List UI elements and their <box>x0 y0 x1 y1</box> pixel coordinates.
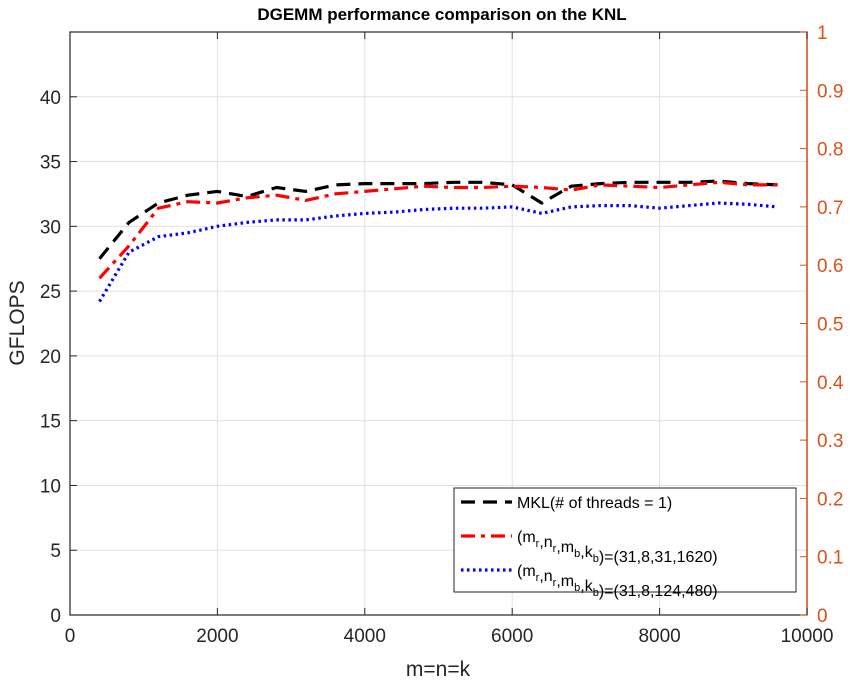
legend-box <box>453 487 797 593</box>
y-tick-label: 0 <box>50 606 61 627</box>
series-line-3 <box>98 201 778 303</box>
y2-tick-label: 0.2 <box>817 489 843 510</box>
chart-title: DGEMM performance comparison on the KNL <box>257 5 626 24</box>
y-tick-label: 40 <box>40 88 61 109</box>
y2-tick-label: 0.6 <box>817 256 843 277</box>
y-tick-label: 25 <box>40 282 61 303</box>
y2-tick-label: 0.5 <box>817 315 843 336</box>
x-tick-label: 6000 <box>491 626 533 647</box>
y2-tick-label: 1 <box>817 23 828 44</box>
x-tick-label: 8000 <box>638 626 680 647</box>
y-tick-label: 30 <box>40 217 61 238</box>
legend-entry-1: MKL(# of threads = 1) <box>517 495 672 512</box>
y2-tick-label: 0.4 <box>817 373 844 394</box>
y-tick-label: 15 <box>40 412 61 433</box>
x-tick-label: 10000 <box>781 626 834 647</box>
x-tick-label: 4000 <box>344 626 386 647</box>
y2-tick-label: 0.8 <box>817 140 843 161</box>
series-lines <box>98 179 778 303</box>
ticks: 0 2000 4000 6000 8000 10000051015202530354000… <box>40 23 844 647</box>
legend-entry-3: (mr,nr,mb,kb)=(31,8,124,480) <box>517 563 718 600</box>
y-tick-label: 35 <box>40 153 61 174</box>
x-axis-label: m=n=k <box>406 658 471 681</box>
y-tick-label: 20 <box>40 347 61 368</box>
series-line-1 <box>98 179 778 260</box>
y2-tick-label: 0 <box>817 606 828 627</box>
y-tick-label: 5 <box>50 541 61 562</box>
x-tick-label: 2000 <box>196 626 238 647</box>
y2-tick-label: 0.1 <box>817 548 843 569</box>
y2-tick-label: 0.3 <box>817 431 843 452</box>
series-line-2 <box>98 180 778 280</box>
y-tick-label: 10 <box>40 476 61 497</box>
legend: MKL(# of threads = 1) (mr,nr,mb,kb)=(31,8… <box>453 487 797 600</box>
y2-tick-label: 0.7 <box>817 198 843 219</box>
y-axis-label: GFLOPS <box>6 280 29 365</box>
y2-tick-label: 0.9 <box>817 81 843 102</box>
legend-entry-2: (mr,nr,mb,kb)=(31,8,31,1620) <box>517 529 718 566</box>
grid <box>69 32 808 616</box>
x-tick-label: 0 <box>65 626 76 647</box>
